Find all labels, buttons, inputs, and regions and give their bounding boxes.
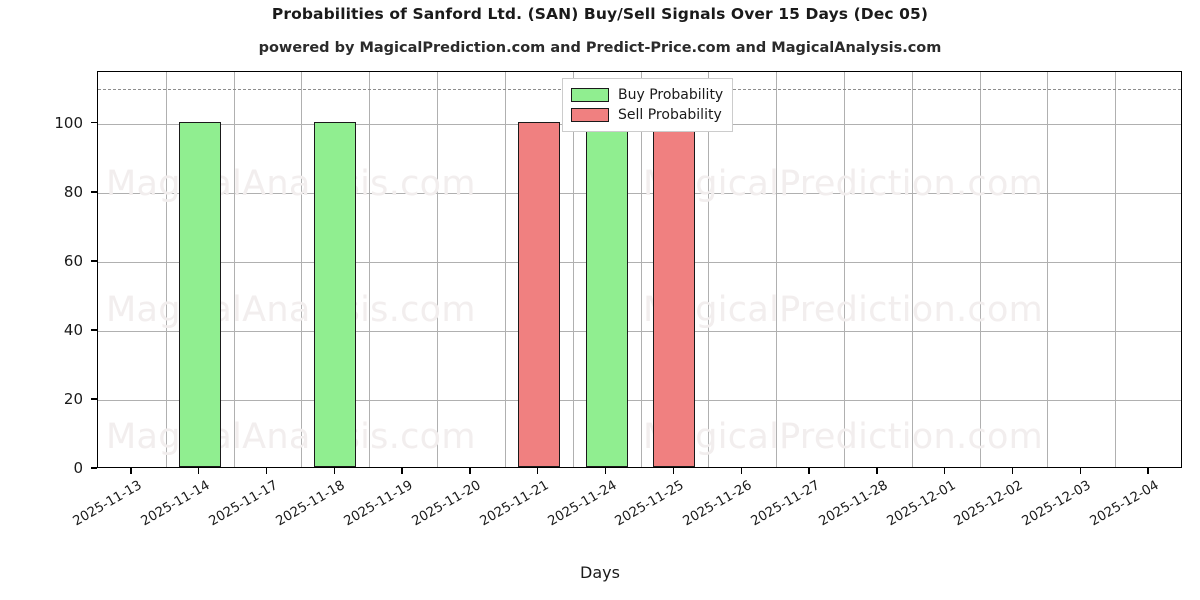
y-tick-label: 0 xyxy=(73,459,83,477)
bar xyxy=(653,121,696,467)
horizontal-gridline xyxy=(98,192,1181,194)
y-tick-label: 40 xyxy=(63,320,83,339)
y-tick-mark xyxy=(91,398,97,400)
vertical-gridline xyxy=(1115,72,1117,467)
y-tick-mark xyxy=(91,122,97,124)
chart-title: Probabilities of Sanford Ltd. (SAN) Buy/… xyxy=(271,5,929,23)
x-tick-mark xyxy=(1011,468,1014,474)
chart-subtitle: powered by MagicalPrediction.com and Pre… xyxy=(258,40,942,56)
x-tick-mark xyxy=(401,468,403,474)
watermark-text: MagicalAnalysis.com xyxy=(106,164,476,204)
vertical-gridline xyxy=(640,72,642,467)
vertical-gridline xyxy=(911,72,913,467)
vertical-gridline xyxy=(301,72,303,467)
x-tick-mark xyxy=(740,468,742,474)
bar xyxy=(178,121,221,467)
vertical-gridline xyxy=(504,72,506,467)
legend-swatch-sell xyxy=(571,108,609,122)
x-tick-mark xyxy=(198,468,200,474)
vertical-gridline xyxy=(776,72,778,467)
x-tick-mark xyxy=(672,468,675,474)
y-tick-mark xyxy=(91,260,97,262)
y-tick-label: 100 xyxy=(54,113,83,132)
chart-legend: Buy Probability Sell Probability xyxy=(562,78,734,132)
vertical-gridline xyxy=(572,72,574,467)
x-tick-mark xyxy=(1079,468,1081,474)
bar xyxy=(517,121,560,467)
x-axis-label: Days xyxy=(580,563,620,582)
watermark-text: MagicalAnalysis.com xyxy=(106,290,476,330)
x-tick-mark xyxy=(130,468,132,474)
y-tick-mark xyxy=(91,467,97,469)
x-tick-mark xyxy=(604,468,607,474)
y-tick-mark xyxy=(91,191,97,193)
vertical-gridline xyxy=(843,72,845,467)
legend-swatch-buy xyxy=(571,88,609,102)
x-tick-mark xyxy=(1147,468,1149,474)
x-tick-mark xyxy=(808,468,810,474)
x-tick-mark xyxy=(943,468,946,474)
vertical-gridline xyxy=(708,72,710,467)
y-tick-mark xyxy=(91,329,97,331)
vertical-gridline xyxy=(979,72,981,467)
watermark-text: MagicalAnalysis.com xyxy=(106,417,476,457)
legend-item-sell: Sell Probability xyxy=(571,105,723,125)
vertical-gridline xyxy=(165,72,167,467)
vertical-gridline xyxy=(369,72,371,467)
x-tick-mark xyxy=(537,468,539,474)
horizontal-gridline xyxy=(98,330,1181,332)
y-tick-label: 60 xyxy=(63,251,83,270)
vertical-gridline xyxy=(233,72,235,467)
vertical-gridline xyxy=(437,72,439,467)
x-tick-mark xyxy=(333,468,336,474)
x-tick-mark xyxy=(876,468,878,474)
vertical-gridline xyxy=(1047,72,1049,467)
y-tick-label: 20 xyxy=(63,389,83,408)
horizontal-gridline xyxy=(98,261,1181,263)
x-tick-mark xyxy=(265,468,268,474)
bar xyxy=(314,121,357,467)
legend-item-buy: Buy Probability xyxy=(571,85,723,105)
legend-label-buy: Buy Probability xyxy=(618,87,724,103)
bar xyxy=(585,121,628,467)
legend-label-sell: Sell Probability xyxy=(618,107,722,123)
x-tick-mark xyxy=(469,468,471,474)
horizontal-gridline xyxy=(98,399,1181,401)
y-tick-label: 80 xyxy=(63,182,83,201)
